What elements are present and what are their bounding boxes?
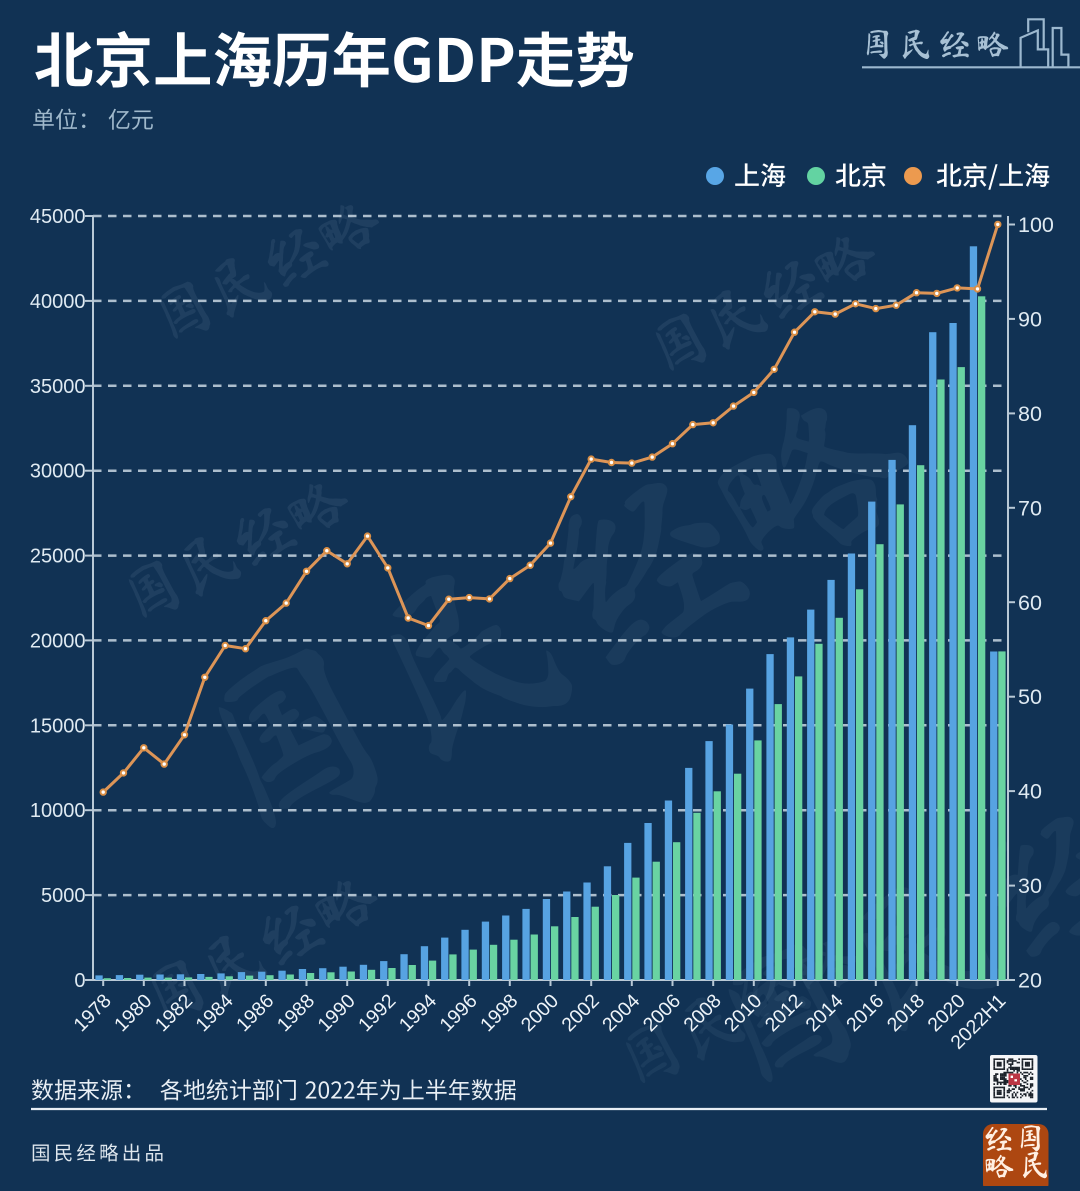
svg-text:5000: 5000 — [41, 885, 86, 907]
svg-text:0: 0 — [74, 970, 85, 992]
svg-text:45000: 45000 — [30, 206, 86, 228]
svg-text:10000: 10000 — [30, 800, 86, 822]
svg-text:35000: 35000 — [30, 376, 86, 398]
svg-text:70: 70 — [1018, 496, 1042, 520]
svg-text:20000: 20000 — [30, 630, 86, 652]
svg-text:30000: 30000 — [30, 461, 86, 483]
svg-text:50: 50 — [1018, 685, 1042, 709]
svg-text:80: 80 — [1018, 402, 1042, 426]
svg-text:20: 20 — [1018, 969, 1042, 993]
svg-text:15000: 15000 — [30, 715, 86, 737]
svg-text:100: 100 — [1018, 213, 1054, 237]
svg-text:30: 30 — [1018, 874, 1042, 898]
svg-text:25000: 25000 — [30, 546, 86, 568]
svg-text:40: 40 — [1018, 780, 1042, 804]
svg-text:60: 60 — [1018, 591, 1042, 615]
svg-text:90: 90 — [1018, 307, 1042, 331]
svg-text:40000: 40000 — [30, 291, 86, 313]
